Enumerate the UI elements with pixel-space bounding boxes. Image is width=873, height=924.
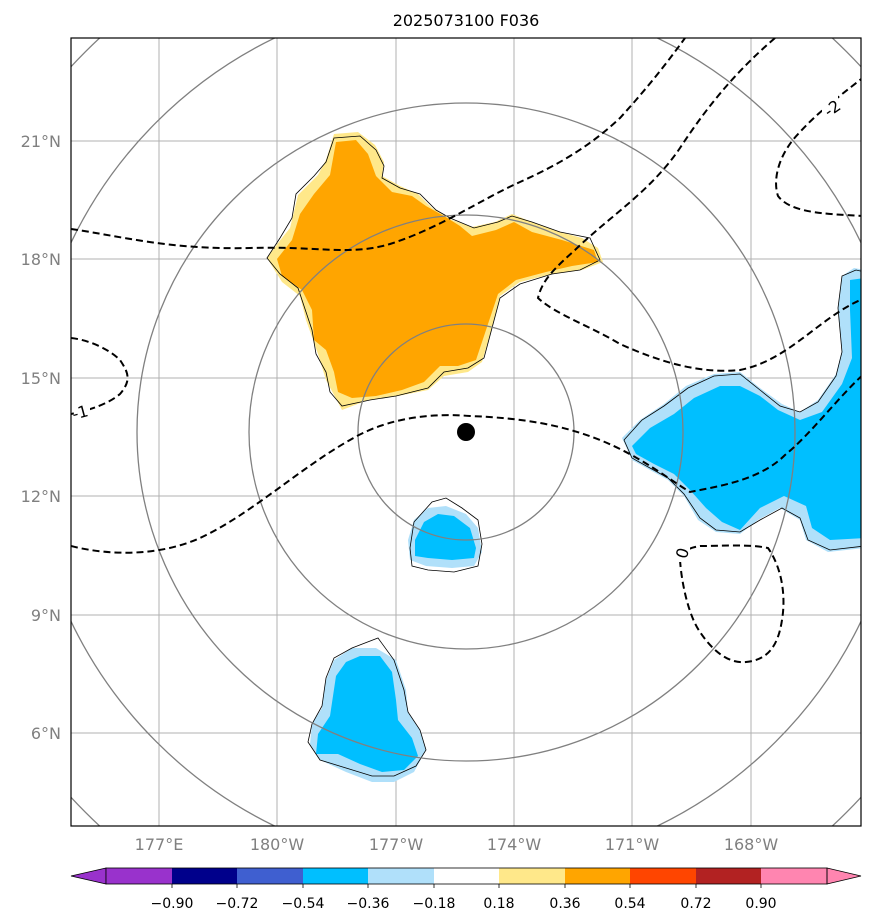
colorbar-ticks [171, 884, 762, 888]
colorbar-swatch-6 [434, 868, 499, 884]
negative-anomaly-small-region [415, 514, 476, 560]
lat-label-6n: 6°N [31, 724, 61, 743]
colorbar-label-neg054: −0.54 [282, 896, 325, 912]
map-title: 2025073100 F036 [393, 11, 540, 30]
colorbar-frame [105, 867, 828, 885]
map-frame [70, 37, 862, 827]
contour-0-main [71, 375, 861, 554]
colorbar-swatch-5 [368, 868, 434, 884]
negative-anomaly-south-outline [307, 637, 427, 777]
colorbar-label-072: 0.72 [680, 896, 711, 912]
colorbar-label-neg090: −0.90 [151, 896, 194, 912]
negative-anomaly-south-region [316, 656, 418, 772]
colorbar-label-neg018: −0.18 [413, 896, 456, 912]
negative-anomaly-east-region [632, 278, 861, 540]
range-ring-3 [136, 102, 796, 762]
lon-label-180w: 180°W [250, 835, 305, 854]
contour-label-bg-2 [822, 96, 838, 116]
longitude-labels: 177°E 180°W 177°W 174°W 171°W 168°W [135, 835, 779, 854]
colorbar-swatch-1 [106, 868, 172, 884]
colorbar: −0.90 −0.72 −0.54 −0.36 −0.18 0.18 0.36 … [70, 867, 862, 912]
lat-label-21n: 21°N [21, 132, 61, 151]
colorbar-swatch-9 [630, 868, 696, 884]
colorbar-swatch-2 [172, 868, 237, 884]
positive-anomaly-region [277, 140, 598, 398]
colorbar-label-neg036: −0.36 [347, 896, 390, 912]
lon-label-171w: 171°W [605, 835, 660, 854]
contour-1-right [536, 38, 861, 372]
lat-label-12n: 12°N [21, 487, 61, 506]
gridlines [71, 38, 861, 826]
colorbar-extend-low [70, 867, 107, 885]
colorbar-swatch-7 [499, 868, 565, 884]
lat-label-9n: 9°N [31, 606, 61, 625]
positive-anomaly-outline [266, 135, 601, 407]
colorbar-label-018: 0.18 [483, 896, 514, 912]
storm-center-marker [457, 423, 475, 441]
contour-1-upper [71, 38, 686, 252]
colorbar-swatch-10 [696, 868, 761, 884]
negative-anomaly-small-outline [409, 497, 483, 573]
range-ring-2 [248, 214, 684, 650]
colorbar-swatch-11 [761, 868, 827, 884]
colorbar-swatch-3 [237, 868, 303, 884]
lon-label-168w: 168°W [724, 835, 779, 854]
lat-label-15n: 15°N [21, 369, 61, 388]
latitude-labels: 21°N 18°N 15°N 12°N 9°N 6°N [21, 132, 61, 743]
colorbar-label-090: 0.90 [745, 896, 776, 912]
contour-label-bg-1 [74, 400, 90, 420]
contour-0-loop [678, 544, 785, 664]
colorbar-extend-high [826, 867, 862, 885]
colorbar-label-054: 0.54 [614, 896, 645, 912]
colorbar-label-neg072: −0.72 [216, 896, 259, 912]
colorbar-swatch-8 [565, 868, 630, 884]
contour-label-minus1: -1 [70, 401, 90, 423]
lon-label-177e: 177°E [135, 835, 184, 854]
contour-label-bg-0 [674, 542, 690, 562]
contour-neg1-west [71, 337, 129, 415]
contour-label-zero: 0 [672, 546, 693, 561]
contour-2-loop [775, 77, 861, 217]
dashed-contours [71, 38, 861, 664]
colorbar-swatch-4 [303, 868, 368, 884]
lon-label-177w: 177°W [369, 835, 424, 854]
lat-label-18n: 18°N [21, 250, 61, 269]
lon-label-174w: 174°W [487, 835, 542, 854]
colorbar-label-036: 0.36 [549, 896, 580, 912]
